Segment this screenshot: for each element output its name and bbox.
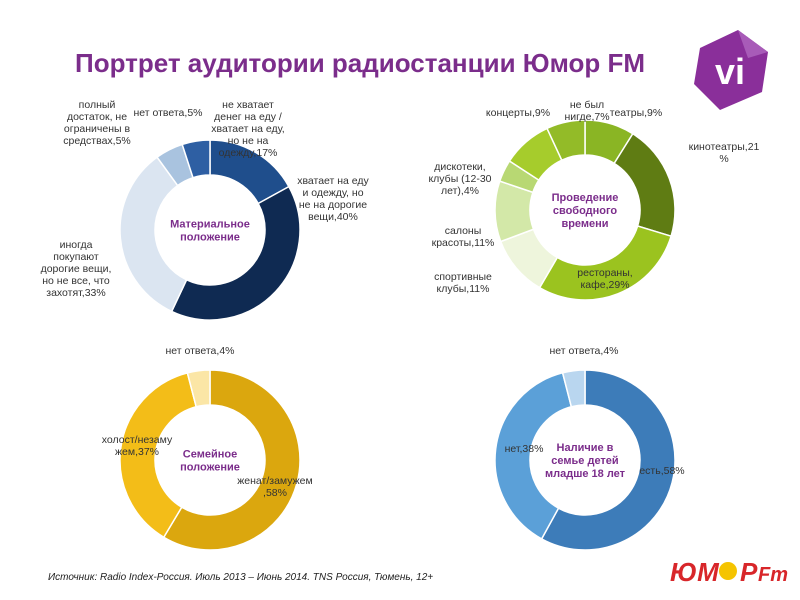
donut-1-label-4: полный достаток, не ограничены в средствах,…	[63, 99, 131, 147]
donut-2-label-8: не был нигде,7%	[564, 99, 609, 123]
source-note: Источник: Radio Index-Россия. Июль 2013 …	[48, 572, 434, 583]
donut-2-label-7: концерты,9%	[486, 107, 550, 119]
donut-2-slice-2	[613, 132, 676, 238]
donut-3-slice-3	[186, 369, 211, 408]
donut-4-center-label: Наличие в семье детей младше 18 лет	[545, 442, 626, 480]
donut-2-label-5: салоны красоты,11%	[432, 225, 495, 249]
page-title: Портрет аудитории радиостанции Юмор FM	[75, 48, 646, 78]
brand-text-1: ЮМ	[670, 557, 720, 587]
donut-2-slice-8	[546, 119, 586, 162]
donut-2-center-label: Проведение свободного времени	[552, 192, 619, 230]
donut-4-label-2: нет,38%	[505, 443, 544, 455]
brand-text-3: Fm	[758, 564, 788, 586]
humor-fm-logo: ЮМ Р Fm	[670, 557, 788, 587]
donut-2-label-1: театры,9%	[610, 107, 662, 119]
donut-2-label-2: кинотеатры,21%	[689, 141, 760, 165]
donut-1-slice-5	[181, 139, 211, 179]
donut-2-label-6: дискотеки, клубы (12-30 лет),4%	[428, 161, 491, 197]
donut-1-label-1: не хватает денег на еду / хватает на еду, н…	[211, 99, 284, 159]
donut-1-center-label: Материальное положение	[170, 219, 250, 244]
donut-1-label-2: хватает на еду и одежду, но не на дорогие в…	[297, 175, 369, 223]
donut-4-slice-3	[561, 369, 586, 408]
donut-4-slice-2	[494, 371, 573, 540]
donut-4-slice-1	[540, 369, 676, 551]
donut-3-label-2: холост/незаму жем,37%	[102, 434, 173, 458]
donut-1-label-3: иногда покупают дорогие вещи, но не все, чт…	[41, 239, 112, 299]
donut-3-slice-1	[162, 369, 301, 551]
donut-3-center-label: Семейное положение	[180, 449, 240, 474]
donut-chart-1: не хватает денег на еду / хватает на еду, н…	[41, 99, 370, 321]
donut-2-label-3: рестораны, кафе,29%	[577, 267, 632, 291]
donut-1-slice-3	[119, 156, 188, 313]
donut-1-label-5: нет ответа,5%	[133, 107, 202, 119]
donut-3-label-1: женат/замужем ,58%	[237, 475, 312, 499]
donut-chart-4: есть,58% нет,38% нет ответа,4% Наличие в сем…	[494, 345, 685, 551]
vi-logo-text: vi	[715, 51, 745, 92]
donut-3-slice-2	[119, 371, 198, 539]
donut-chart-2: театры,9% кинотеатры,21 % рестораны, кафе,29…	[428, 99, 760, 301]
donut-4-label-3: нет ответа,4%	[549, 345, 618, 357]
donut-1-slice-2	[170, 185, 301, 321]
brand-text-2: Р	[740, 557, 758, 587]
vi-logo: vi	[694, 30, 768, 110]
donut-4-label-1: есть,58%	[639, 465, 684, 477]
donut-3-label-3: нет ответа,4%	[165, 345, 234, 357]
brand-sun-icon	[719, 562, 737, 580]
donut-chart-3: женат/замужем ,58% холост/незаму жем,37% нет…	[102, 345, 313, 551]
donut-2-label-4: спортивные клубы,11%	[434, 271, 492, 295]
